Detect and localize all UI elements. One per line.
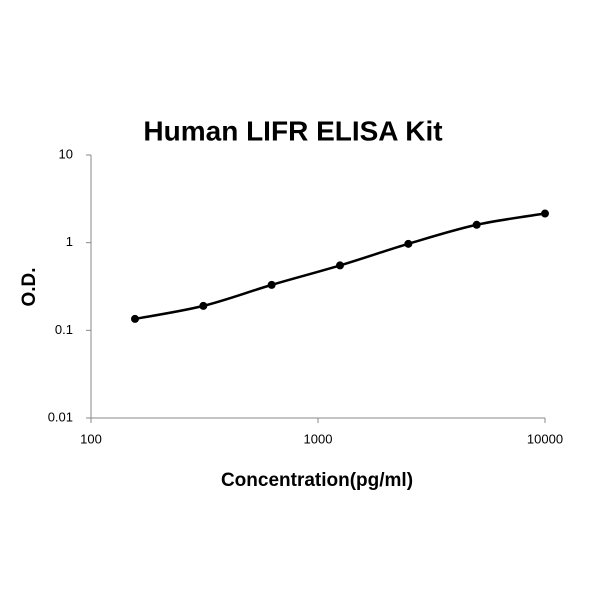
x-tick-label: 10000 [527,431,563,446]
x-tick-label: 1000 [304,431,333,446]
chart-title: Human LIFR ELISA Kit [143,115,442,146]
data-point [472,220,481,229]
data-point [199,301,208,310]
x-tick-label: 100 [80,431,102,446]
x-axis-title: Concentration(pg/ml) [221,470,413,491]
data-point [267,280,276,289]
y-tick-label: 1 [66,234,73,249]
y-tick-label: 10 [59,146,73,161]
y-tick-label: 0.1 [55,322,73,337]
y-tick-label: 0.01 [48,409,73,424]
data-point [130,314,139,323]
data-point [541,209,549,218]
data-point [404,239,413,248]
y-axis-title: O.D. [19,267,40,306]
data-point [335,261,344,270]
